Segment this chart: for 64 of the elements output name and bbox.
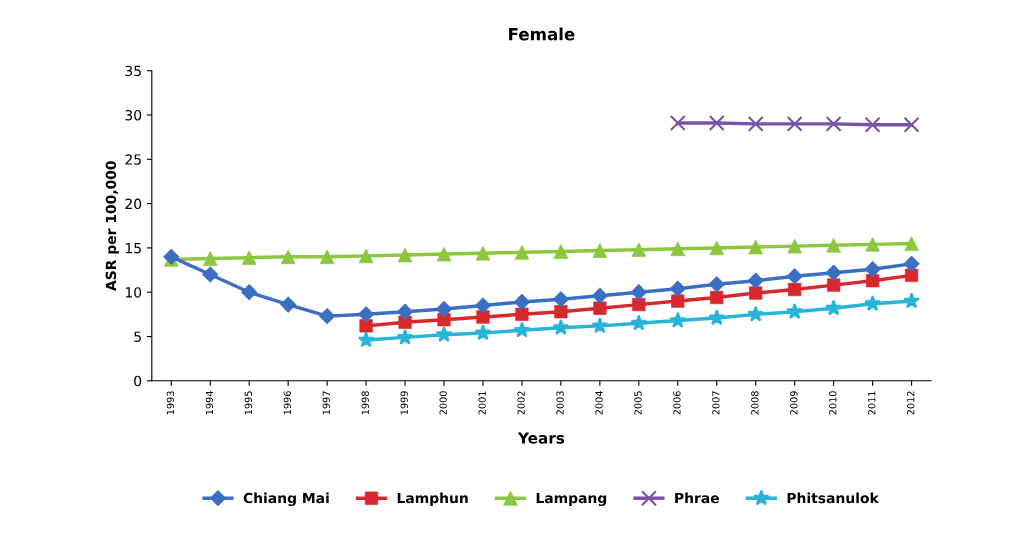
legend-label: Phitsanulok: [787, 492, 880, 504]
chart-title: Female: [509, 27, 575, 41]
x-tick-label: 2003: [556, 391, 564, 415]
y-tick-label: 35: [125, 65, 141, 77]
point: [669, 311, 687, 328]
x-tick-label: 2011: [868, 391, 876, 415]
y-tick-label: 20: [125, 198, 142, 210]
x-tick-label: 1993: [166, 391, 175, 415]
x-tick-label: 2010: [829, 391, 837, 415]
x-tick-label: 2009: [790, 391, 798, 415]
legend-label: Chiang Mai: [243, 492, 329, 507]
point: [747, 305, 765, 322]
point: [474, 324, 492, 341]
x-tick-label: 1994: [205, 391, 214, 415]
y-axis-title: ASR per 100,000: [105, 161, 119, 291]
y-tick-label: 0: [134, 375, 142, 387]
x-tick-label: 1997: [322, 391, 330, 415]
point: [280, 249, 296, 265]
point: [786, 303, 803, 319]
point: [903, 116, 920, 133]
point: [513, 321, 531, 338]
point: [747, 115, 764, 132]
legend-label: Lampang: [536, 492, 607, 507]
point: [552, 318, 570, 335]
point: [357, 331, 375, 348]
point: [396, 328, 414, 345]
point: [669, 115, 686, 131]
point: [708, 115, 725, 131]
point: [903, 292, 920, 309]
point: [864, 295, 881, 311]
y-tick-label: 5: [134, 331, 141, 342]
point: [710, 290, 724, 305]
legend-label: Lamphun: [397, 492, 468, 506]
point: [357, 306, 375, 323]
y-tick-label: 15: [125, 243, 141, 254]
x-tick-label: 2002: [517, 391, 525, 415]
point: [435, 326, 453, 342]
x-tick-label: 2005: [634, 391, 642, 415]
point: [864, 116, 881, 133]
x-tick-label: 2006: [673, 391, 681, 415]
legend-label: Phrae: [675, 492, 719, 504]
x-tick-label: 2007: [712, 391, 720, 415]
x-tick-label: 1999: [400, 391, 408, 415]
point: [396, 303, 414, 320]
x-tick-label: 1998: [361, 391, 369, 415]
y-tick-label: 30: [125, 109, 142, 121]
y-tick-label: 25: [125, 154, 141, 165]
point: [709, 240, 725, 256]
x-tick-label: 1996: [283, 391, 291, 415]
x-axis-title: Years: [517, 432, 565, 444]
x-tick-label: 2004: [595, 391, 603, 415]
point: [202, 266, 219, 283]
point: [786, 115, 803, 132]
x-tick-label: 2008: [751, 391, 759, 415]
point: [591, 317, 609, 334]
point: [825, 115, 842, 132]
x-tick-label: 2000: [439, 391, 447, 415]
x-tick-label: 2001: [478, 391, 486, 415]
point: [708, 309, 726, 326]
x-tick-label: 2012: [907, 391, 915, 415]
point: [825, 299, 842, 316]
x-tick-label: 1995: [244, 391, 253, 415]
y-tick-label: 10: [125, 287, 142, 298]
point: [630, 314, 648, 331]
